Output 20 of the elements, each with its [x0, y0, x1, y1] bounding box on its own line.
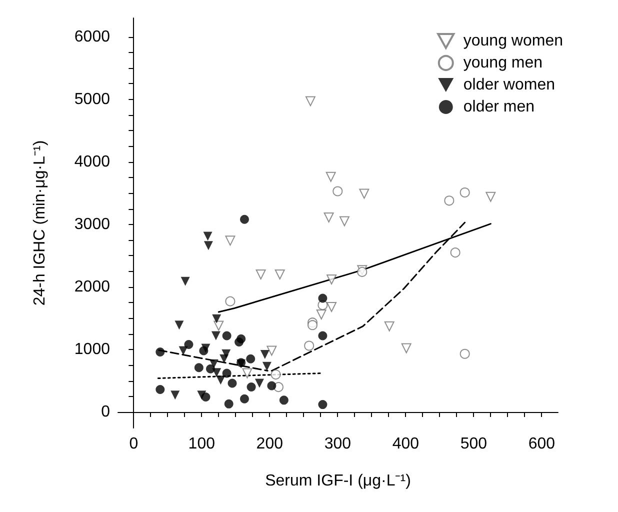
x-tick-label: 500 [460, 436, 488, 452]
y-tick-label: 2000 [74, 278, 110, 296]
y-tick-label: 3000 [74, 216, 110, 233]
x-tick-label: 200 [256, 436, 284, 452]
x-tick-label: 400 [392, 436, 420, 452]
y-tick-label: 4000 [74, 153, 110, 170]
y-tick-label: 6000 [74, 28, 110, 46]
x-axis-title: Serum IGF-I (μg·L⁻¹) [265, 472, 411, 490]
y-tick-label: 5000 [74, 90, 110, 108]
legend-label: young men [463, 54, 543, 72]
legend-label: older women [463, 76, 555, 94]
legend-label: young women [463, 32, 564, 50]
y-axis-title: 24-h IGHC (min·μg·L⁻¹) [32, 140, 48, 306]
x-tick-label: 100 [188, 436, 216, 452]
y-tick-label: 1000 [74, 341, 110, 358]
y-tick-label: 0 [101, 404, 110, 421]
x-tick-label: 0 [129, 436, 138, 452]
x-tick-label: 600 [528, 436, 556, 452]
x-tick-label: 300 [324, 436, 352, 452]
legend-label: older men [463, 98, 535, 116]
